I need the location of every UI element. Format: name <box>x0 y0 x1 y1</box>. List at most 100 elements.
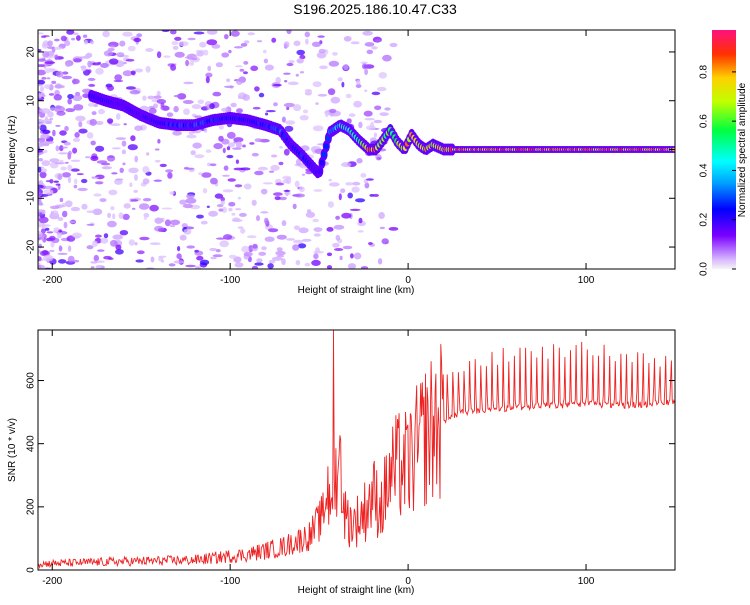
noise-blob <box>239 212 247 217</box>
noise-blob <box>335 234 341 241</box>
noise-blob <box>319 65 328 70</box>
noise-blob <box>162 105 170 111</box>
noise-blob <box>44 227 50 231</box>
noise-blob <box>317 35 325 38</box>
noise-blob <box>127 144 138 151</box>
noise-blob <box>313 189 323 192</box>
noise-blob <box>98 175 105 179</box>
noise-blob <box>107 85 114 91</box>
noise-blob <box>179 234 187 241</box>
noise-blob <box>304 31 310 38</box>
noise-blob <box>63 141 71 146</box>
noise-blob <box>100 63 109 68</box>
noise-blob <box>170 30 177 35</box>
noise-blob <box>90 140 96 146</box>
noise-blob <box>145 65 151 73</box>
noise-blob <box>233 167 244 171</box>
noise-blob <box>134 68 144 73</box>
spectrogram-y-tick-label: 10 <box>26 95 37 107</box>
noise-blob <box>41 35 47 38</box>
noise-blob <box>328 60 340 67</box>
noise-blob <box>95 265 105 269</box>
noise-blob <box>39 86 45 92</box>
noise-blob <box>59 130 67 136</box>
noise-blob <box>360 61 368 65</box>
noise-blob <box>53 227 60 231</box>
noise-blob <box>194 154 205 159</box>
noise-blob <box>194 115 203 119</box>
noise-blob <box>129 90 141 95</box>
noise-blob <box>224 34 229 40</box>
noise-blob <box>261 246 267 251</box>
noise-blob <box>38 69 47 76</box>
noise-blob <box>157 139 161 144</box>
noise-blob <box>70 206 80 212</box>
spectrogram-y-tick-label: -20 <box>26 239 37 254</box>
noise-blob <box>286 30 292 35</box>
noise-blob <box>350 41 360 45</box>
noise-blob <box>231 212 236 216</box>
noise-blob <box>243 251 253 257</box>
noise-blob <box>66 30 75 35</box>
noise-blob <box>95 234 102 238</box>
noise-blob <box>112 234 123 240</box>
noise-blob <box>209 103 215 110</box>
noise-blob <box>377 258 383 265</box>
noise-blob <box>67 94 74 99</box>
page-title: S196.2025.186.10.47.C33 <box>293 1 457 17</box>
noise-blob <box>110 206 115 211</box>
noise-blob <box>302 109 309 114</box>
noise-blob <box>283 72 291 75</box>
noise-blob <box>65 61 72 67</box>
noise-blob <box>205 72 213 78</box>
noise-blob <box>38 184 44 189</box>
noise-blob <box>38 231 43 238</box>
noise-blob <box>42 118 52 124</box>
noise-blob <box>85 156 91 159</box>
noise-blob <box>278 161 284 166</box>
noise-blob <box>58 245 63 252</box>
noise-blob <box>101 162 111 166</box>
noise-blob <box>92 208 103 216</box>
noise-blob <box>65 200 73 208</box>
noise-blob <box>156 51 162 59</box>
noise-blob <box>113 79 124 83</box>
noise-blob <box>332 52 338 56</box>
noise-blob <box>222 206 227 213</box>
noise-blob <box>205 76 210 84</box>
noise-blob <box>89 118 97 126</box>
noise-blob <box>169 224 176 228</box>
noise-blob <box>357 230 364 233</box>
noise-blob <box>130 70 136 76</box>
noise-blob <box>228 201 236 207</box>
noise-blob <box>288 60 295 64</box>
noise-blob <box>279 145 283 149</box>
noise-blob <box>54 105 62 109</box>
spectrogram-x-tick-label: -100 <box>220 275 240 286</box>
noise-blob <box>297 243 307 249</box>
noise-blob <box>233 46 243 49</box>
noise-blob <box>345 93 352 99</box>
noise-blob <box>38 125 41 129</box>
noise-blob <box>47 40 53 47</box>
noise-blob <box>243 71 248 75</box>
noise-blob <box>38 222 46 228</box>
noise-blob <box>294 193 305 198</box>
noise-blob <box>93 254 100 262</box>
noise-blob <box>265 110 276 113</box>
snr-y-tick-label: 600 <box>26 372 37 389</box>
noise-blob <box>296 158 301 166</box>
noise-blob <box>61 172 71 178</box>
noise-blob <box>164 219 171 227</box>
noise-blob <box>95 145 105 152</box>
noise-blob <box>51 210 59 217</box>
noise-blob <box>293 40 301 47</box>
noise-blob <box>326 252 333 257</box>
noise-blob <box>305 89 312 92</box>
noise-blob <box>43 254 54 262</box>
noise-blob <box>40 228 46 234</box>
noise-blob <box>214 193 224 199</box>
noise-blob <box>174 36 182 41</box>
noise-blob <box>150 256 155 263</box>
noise-blob <box>298 227 309 234</box>
